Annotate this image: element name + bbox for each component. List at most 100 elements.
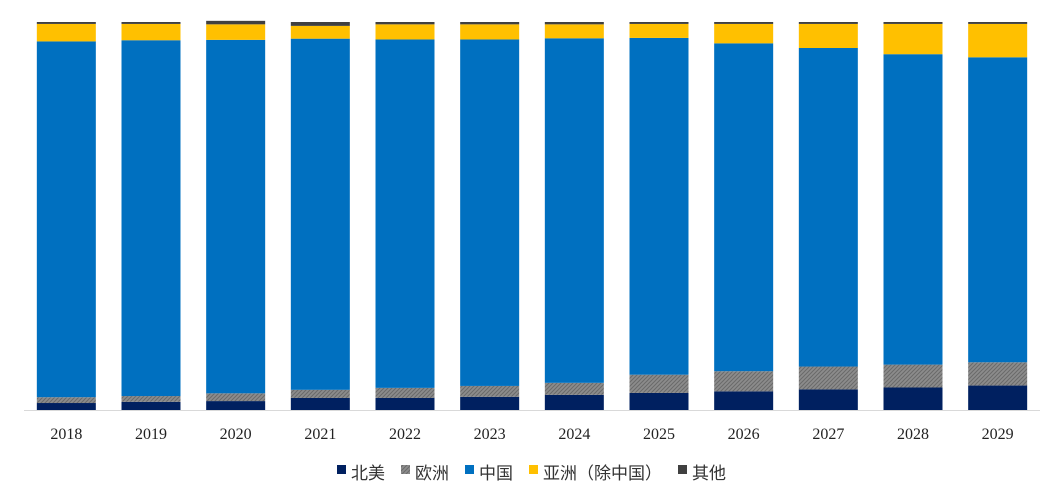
legend-item-2: 中国	[465, 464, 513, 484]
bar-stack-2027	[798, 22, 858, 410]
bar-segment-series-3-2028	[883, 23, 943, 55]
bar-segment-series-3-2026	[714, 23, 774, 44]
bar-segment-series-4-2029	[968, 22, 1028, 24]
bar-segment-series-1-2029	[968, 362, 1028, 386]
bar-segment-series-4-2026	[714, 22, 774, 24]
bar-stack-2018	[36, 22, 96, 410]
x-tick-label-2028: 2028	[897, 426, 929, 443]
bar-segment-series-4-2024	[544, 22, 604, 25]
bar-segment-series-0-2024	[544, 394, 604, 410]
x-tick-label-2026: 2026	[728, 426, 760, 443]
bar-segment-series-4-2022	[375, 22, 435, 25]
bar-segment-series-2-2021	[290, 38, 350, 390]
bar-segment-series-2-2024	[544, 38, 604, 383]
bar-segment-series-0-2026	[714, 391, 774, 410]
bar-segment-series-1-2023	[460, 385, 520, 397]
bar-segment-series-4-2025	[629, 22, 689, 24]
x-tick-label-2027: 2027	[812, 426, 844, 443]
bar-segment-series-2-2028	[883, 54, 943, 365]
bar-segment-series-0-2021	[290, 397, 350, 410]
bar-segment-series-3-2023	[460, 24, 520, 40]
bar-segment-series-4-2027	[798, 22, 858, 24]
legend-label-4: 其他	[692, 464, 726, 484]
x-tick-label-2024: 2024	[558, 426, 590, 443]
bar-segment-series-1-2022	[375, 387, 435, 398]
bar-segment-series-1-2028	[883, 364, 943, 388]
bar-segment-series-3-2021	[290, 25, 350, 39]
bar-segment-series-1-2025	[629, 374, 689, 393]
x-tick-label-2022: 2022	[389, 426, 421, 443]
x-tick-label-2029: 2029	[982, 426, 1014, 443]
legend-label-1: 欧洲	[415, 464, 449, 484]
bar-segment-series-0-2025	[629, 392, 689, 410]
bar-segment-series-2-2023	[460, 39, 520, 386]
bar-segment-series-3-2018	[36, 23, 96, 42]
bar-segment-series-2-2019	[121, 40, 181, 397]
x-tick-label-2020: 2020	[220, 426, 252, 443]
legend-item-4: 其他	[678, 464, 726, 484]
bar-segment-series-0-2018	[36, 403, 96, 410]
bar-segment-series-1-2024	[544, 382, 604, 395]
bar-segment-series-2-2018	[36, 41, 96, 398]
legend-swatch-0	[337, 465, 346, 474]
bar-segment-series-0-2022	[375, 397, 435, 410]
bar-segment-series-2-2029	[968, 57, 1028, 363]
bar-segment-series-4-2018	[36, 22, 96, 24]
bar-segment-series-4-2019	[121, 22, 181, 24]
bar-stack-2020	[206, 20, 266, 410]
bar-segment-series-3-2020	[206, 24, 266, 40]
legend-swatch-3	[529, 465, 538, 474]
legend-label-3: 亚洲（除中国）	[543, 464, 662, 484]
bar-segment-series-2-2025	[629, 37, 689, 375]
bar-segment-series-3-2029	[968, 23, 1028, 58]
legend: 北美 欧洲 中国 亚洲（除中国） 其他	[337, 464, 726, 484]
bar-segment-series-0-2019	[121, 401, 181, 410]
bar-segment-series-2-2026	[714, 43, 774, 372]
legend-label-0: 北美	[351, 464, 385, 484]
bar-segment-series-1-2019	[121, 396, 181, 402]
bar-segment-series-3-2022	[375, 24, 435, 40]
bar-segment-series-4-2021	[290, 22, 350, 26]
legend-swatch-2	[465, 465, 474, 474]
bar-segment-series-0-2020	[206, 401, 266, 410]
x-tick-labels: 2018 2019 2020 2021 2022 2023 2024 2025 2026 2027…	[50, 426, 1013, 443]
bar-stack-2022	[375, 22, 435, 410]
bar-stack-2024	[544, 22, 604, 410]
bar-segment-series-3-2024	[544, 24, 604, 39]
bar-stack-2023	[460, 22, 520, 410]
x-tick-label-2019: 2019	[135, 426, 167, 443]
bar-segment-series-1-2027	[798, 366, 858, 390]
bar-segment-series-2-2020	[206, 39, 266, 394]
legend-swatch-4	[678, 465, 687, 474]
bar-segment-series-2-2027	[798, 48, 858, 367]
bar-stack-2029	[968, 22, 1028, 410]
x-tick-label-2018: 2018	[50, 426, 82, 443]
bar-segment-series-2-2022	[375, 39, 435, 388]
bar-segment-series-4-2023	[460, 22, 520, 25]
bar-segment-series-3-2025	[629, 23, 689, 38]
legend-swatch-1	[401, 465, 410, 474]
bar-segment-series-4-2020	[206, 20, 266, 25]
bar-stack-2025	[629, 22, 689, 410]
bar-segment-series-4-2028	[883, 22, 943, 24]
legend-item-3: 亚洲（除中国）	[529, 464, 662, 484]
legend-item-0: 北美	[337, 464, 385, 484]
bars-layer	[36, 20, 1028, 410]
bar-segment-series-3-2019	[121, 23, 181, 41]
x-tick-label-2025: 2025	[643, 426, 675, 443]
legend-label-2: 中国	[479, 464, 513, 484]
bar-segment-series-1-2026	[714, 371, 774, 392]
bar-segment-series-1-2018	[36, 397, 96, 404]
bar-stack-2019	[121, 22, 181, 410]
x-tick-label-2021: 2021	[304, 426, 336, 443]
legend-item-1: 欧洲	[401, 464, 449, 484]
bar-stack-2026	[714, 22, 774, 410]
bar-segment-series-1-2020	[206, 393, 266, 402]
bar-segment-series-0-2023	[460, 396, 520, 410]
bar-segment-series-0-2027	[798, 389, 858, 410]
bar-segment-series-0-2028	[883, 387, 943, 410]
bar-stack-2021	[290, 22, 350, 410]
bar-segment-series-1-2021	[290, 389, 350, 398]
